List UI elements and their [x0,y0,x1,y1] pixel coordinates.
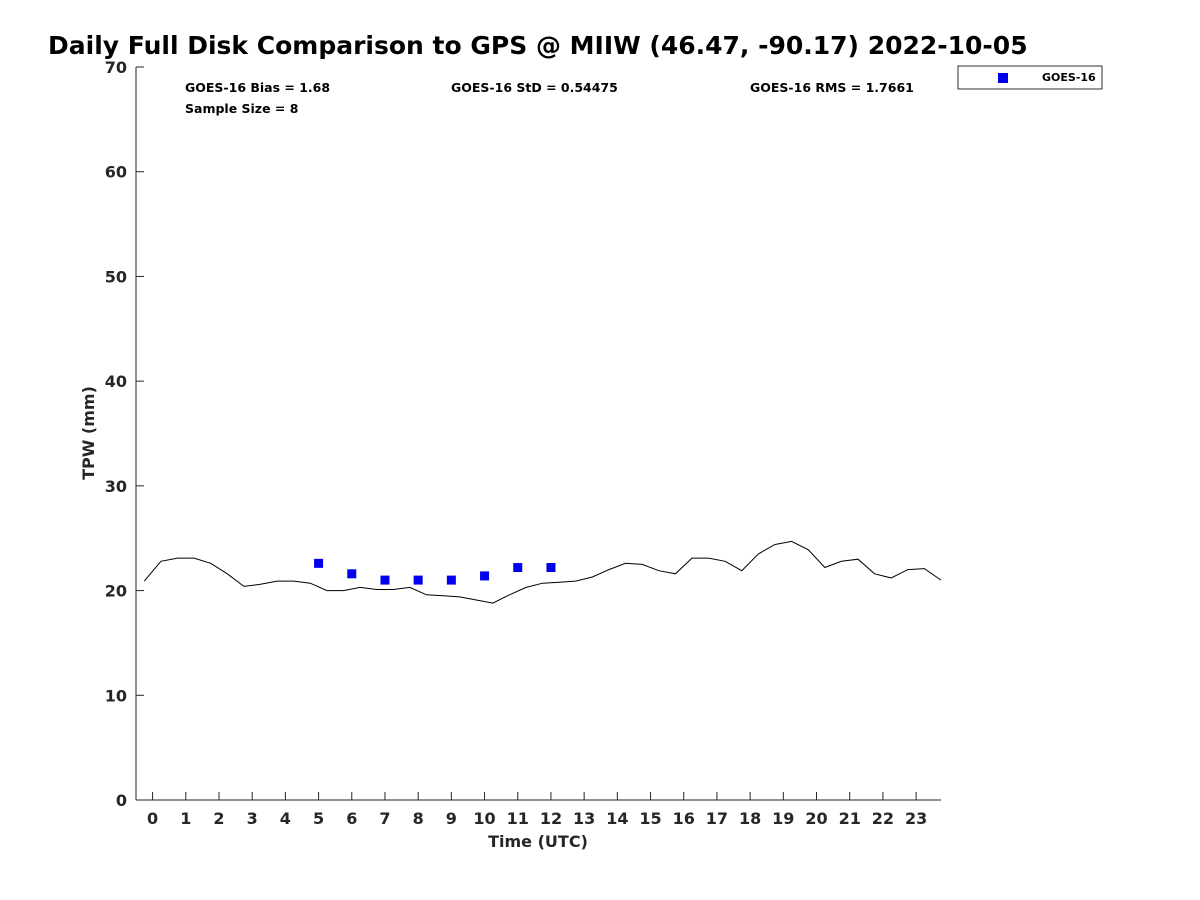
legend-label-goes16: GOES-16 [1042,71,1096,84]
x-tick-label: 22 [872,809,894,828]
x-axis-label: Time (UTC) [488,832,588,851]
goes16-point [413,575,423,585]
goes16-point [480,571,490,581]
x-tick-label: 5 [313,809,324,828]
y-axis-label: TPW (mm) [79,386,98,480]
std-stat: GOES-16 StD = 0.54475 [451,80,618,95]
legend-box [957,65,1103,90]
goes16-point [546,563,556,573]
goes16-point [446,575,456,585]
y-tick-label: 30 [105,477,127,496]
x-tick-label: 14 [606,809,628,828]
bias-stat: GOES-16 Bias = 1.68 [185,80,330,95]
x-tick-label: 10 [473,809,495,828]
x-tick-label: 18 [739,809,761,828]
goes16-point [314,558,324,568]
goes16-point [380,575,390,585]
x-tick-label: 6 [346,809,357,828]
x-tick-label: 1 [180,809,191,828]
x-tick-label: 12 [540,809,562,828]
y-tick-label: 70 [105,58,127,77]
goes16-point [513,563,523,573]
y-tick-label: 60 [105,163,127,182]
x-tick-label: 11 [507,809,529,828]
y-tick-label: 40 [105,372,127,391]
y-tick-label: 20 [105,582,127,601]
x-tick-label: 0 [147,809,158,828]
x-tick-label: 9 [446,809,457,828]
x-tick-label: 19 [772,809,794,828]
x-tick-label: 3 [247,809,258,828]
x-tick-label: 15 [639,809,661,828]
x-tick-label: 23 [905,809,927,828]
sample-size-stat: Sample Size = 8 [185,101,298,116]
rms-stat: GOES-16 RMS = 1.7661 [750,80,914,95]
x-tick-label: 7 [379,809,390,828]
goes16-point [347,569,357,579]
x-tick-label: 4 [280,809,291,828]
x-tick-label: 8 [413,809,424,828]
x-tick-label: 17 [706,809,728,828]
legend-marker-goes16 [998,73,1008,83]
y-tick-label: 10 [105,686,127,705]
y-tick-label: 50 [105,267,127,286]
legend: GOES-16 [957,65,1103,90]
y-tick-label: 0 [116,791,127,810]
x-tick-label: 16 [673,809,695,828]
x-tick-label: 13 [573,809,595,828]
x-tick-label: 20 [805,809,827,828]
gps-tpw-line [143,540,942,604]
chart-title: Daily Full Disk Comparison to GPS @ MIIW… [48,31,1028,60]
x-tick-label: 2 [213,809,224,828]
x-tick-label: 21 [839,809,861,828]
